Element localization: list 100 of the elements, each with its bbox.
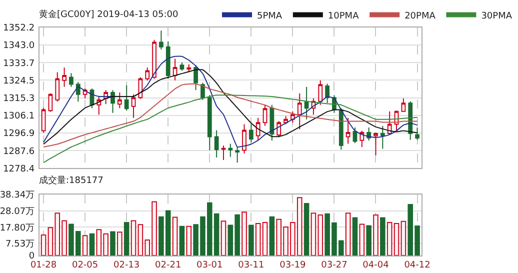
candlestick: [248, 124, 254, 143]
bar: [110, 231, 116, 256]
line-series: [43, 94, 418, 164]
candlestick: [152, 39, 156, 80]
y-tick-label: 17.80万: [0, 223, 35, 234]
candlestick: [297, 92, 302, 130]
y-tick-label: 1343.0: [3, 41, 35, 52]
candlestick: [235, 146, 240, 164]
candlestick: [352, 127, 358, 144]
candlestick: [276, 120, 282, 138]
candlestick: [360, 130, 364, 148]
candlestick: [214, 130, 219, 158]
chart-title: 成交量:185177: [39, 175, 104, 186]
bar: [386, 222, 392, 256]
candlestick: [145, 66, 150, 81]
candlestick: [318, 80, 323, 106]
y-tick-label: 38.34万: [0, 190, 35, 201]
y-tick-label: 0: [28, 252, 35, 262]
candlestick: [62, 66, 66, 88]
chart-title: 黄金[GC00Y] 2019-04-13 05:00: [39, 9, 178, 20]
x-tick-label: 02-21: [155, 260, 182, 270]
candlestick: [159, 30, 164, 50]
bar: [394, 222, 400, 256]
candlestick: [186, 64, 192, 73]
candlestick: [172, 58, 178, 81]
bar: [172, 216, 178, 256]
bar: [40, 234, 46, 256]
candlestick: [338, 108, 344, 150]
y-tick-label: 1324.5: [3, 76, 35, 86]
y-tick-label: 1296.9: [3, 129, 35, 140]
candlestick: [242, 124, 246, 154]
bar: [242, 212, 247, 256]
candlestick: [374, 132, 378, 156]
x-tick-label: 03-01: [196, 260, 223, 270]
bar: [304, 203, 310, 256]
candlestick: [41, 107, 46, 134]
y-tick-label: 1315.3: [3, 94, 35, 104]
x-tick-label: 01-28: [30, 260, 57, 270]
candlestick: [180, 62, 184, 72]
candlestick: [200, 82, 205, 100]
x-tick-label: 03-19: [280, 260, 306, 270]
x-tick-label: 03-27: [321, 260, 348, 270]
candlestick: [69, 72, 74, 88]
candlestick: [221, 144, 226, 160]
candlestick: [415, 127, 420, 140]
candlestick: [124, 84, 129, 112]
bar: [262, 222, 268, 256]
y-tick-label: 28.07万: [0, 206, 35, 217]
bar: [248, 224, 254, 256]
bar: [117, 232, 122, 256]
candlestick: [131, 94, 136, 118]
candlestick: [228, 143, 233, 158]
candlestick: [325, 83, 330, 104]
candlestick: [138, 76, 143, 100]
legend-label: 5PMA: [257, 11, 283, 22]
bar: [345, 212, 351, 256]
bar: [366, 225, 372, 256]
candlestick: [55, 72, 60, 102]
bar: [359, 224, 365, 256]
y-tick-label: 1306.1: [3, 111, 35, 122]
y-tick-label: 1287.6: [3, 146, 35, 157]
x-tick-label: 04-04: [362, 260, 390, 270]
bar: [186, 226, 192, 256]
y-tick-label: 1278.4: [3, 164, 35, 174]
bar: [130, 220, 136, 256]
bar: [124, 222, 130, 256]
candlestick: [387, 110, 392, 136]
bar: [269, 216, 275, 256]
x-tick-label: 02-05: [72, 260, 98, 270]
y-tick-label: 7.53万: [6, 240, 35, 250]
y-tick-label: 1333.7: [3, 58, 35, 69]
x-tick-label: 02-13: [114, 260, 140, 270]
candlestick: [270, 104, 274, 142]
candlestick: [304, 86, 309, 120]
candlestick: [194, 64, 198, 91]
candlestick: [380, 126, 385, 150]
bar: [82, 235, 88, 256]
candlestick: [48, 92, 53, 112]
bar: [380, 217, 386, 256]
y-tick-label: 1352.2: [3, 24, 35, 34]
bar: [220, 220, 226, 256]
legend-label: 20PMA: [404, 11, 436, 22]
line-series: [43, 84, 418, 148]
x-tick-label: 03-11: [238, 260, 264, 270]
x-tick-label: 04-12: [404, 260, 430, 270]
candlestick: [262, 104, 268, 126]
bar: [255, 222, 261, 256]
candlestick: [166, 40, 170, 80]
bar: [400, 220, 406, 256]
candlestick: [110, 90, 115, 114]
candlestick: [346, 117, 350, 144]
legend-label: 30PMA: [481, 11, 513, 22]
bar: [352, 217, 358, 256]
candlestick: [256, 117, 260, 142]
line-series: [43, 69, 418, 145]
line-series: [43, 56, 418, 148]
candlestick: [76, 81, 80, 102]
bar: [179, 226, 185, 256]
bar: [373, 214, 378, 256]
candlestick: [401, 98, 406, 112]
